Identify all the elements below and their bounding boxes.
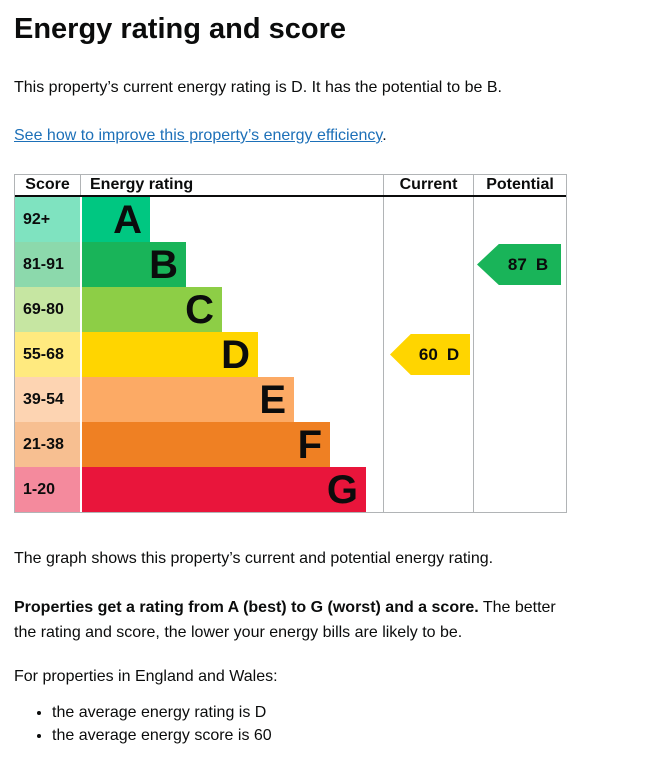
chart-caption: The graph shows this property’s current …: [14, 550, 494, 567]
current-score: 60: [418, 344, 438, 364]
band-letter-c: C: [185, 287, 214, 332]
chart-header-current: Current: [383, 175, 473, 195]
band-bar-f: F: [82, 422, 330, 467]
potential-score: 87: [507, 254, 527, 274]
regions-lead: For properties in England and Wales:: [14, 668, 278, 685]
band-score-range-e: 39-54: [15, 377, 80, 422]
current-column-divider: [383, 197, 384, 512]
band-row-e: 39-54 E: [15, 377, 566, 422]
current-letter: D: [446, 344, 460, 364]
improve-efficiency-link[interactable]: See how to improve this property’s energ…: [14, 127, 383, 144]
averages-list: the average energy rating is D the avera…: [14, 701, 648, 747]
rating-explanation-bold: Properties get a rating from A (best) to…: [14, 599, 479, 616]
intro-text: This property’s current energy rating is…: [14, 79, 502, 96]
epc-chart: Score Energy rating Current Potential 92…: [14, 174, 567, 513]
link-line: See how to improve this property’s energ…: [14, 126, 648, 146]
band-letter-f: F: [297, 422, 322, 467]
link-suffix: .: [382, 127, 387, 144]
page-title: Energy rating and score: [14, 13, 346, 45]
band-bar-a: A: [82, 197, 150, 242]
potential-column-divider: [473, 197, 474, 512]
band-row-a: 92+ A: [15, 197, 566, 242]
band-letter-d: D: [221, 332, 250, 377]
band-row-f: 21-38 F: [15, 422, 566, 467]
average-rating-item: the average energy rating is D: [52, 701, 648, 724]
rating-explanation-rest: The better the rating and score, the low…: [14, 599, 556, 641]
band-row-b: 81-91 B: [15, 242, 566, 287]
band-score-range-b: 81-91: [15, 242, 80, 287]
band-letter-b: B: [149, 242, 178, 287]
average-score-item: the average energy score is 60: [52, 724, 648, 747]
band-score-range-c: 69-80: [15, 287, 80, 332]
band-bar-g: G: [82, 467, 366, 512]
epc-chart-body: 92+ A 81-91 B 69-80 C 55-68 D 39-54 E 21…: [15, 197, 566, 512]
epc-chart-header: Score Energy rating Current Potential: [15, 175, 566, 197]
band-bar-d: D: [82, 332, 258, 377]
band-letter-g: G: [326, 467, 358, 512]
band-row-d: 55-68 D: [15, 332, 566, 377]
band-row-c: 69-80 C: [15, 287, 566, 332]
band-letter-a: A: [113, 197, 142, 242]
page-content: Energy rating and score This property’s …: [0, 13, 662, 747]
chart-header-energy-rating: Energy rating: [80, 175, 383, 195]
band-bar-c: C: [82, 287, 222, 332]
band-bar-b: B: [82, 242, 186, 287]
band-score-range-d: 55-68: [15, 332, 80, 377]
band-bar-e: E: [82, 377, 294, 422]
band-row-g: 1-20 G: [15, 467, 566, 512]
chart-header-score: Score: [25, 176, 70, 193]
chart-header-potential: Potential: [473, 175, 566, 195]
rating-explanation: Properties get a rating from A (best) to…: [14, 595, 579, 645]
potential-letter: B: [535, 254, 549, 274]
band-score-range-f: 21-38: [15, 422, 80, 467]
band-score-range-a: 92+: [15, 197, 80, 242]
band-letter-e: E: [259, 377, 286, 422]
band-score-range-g: 1-20: [15, 467, 80, 512]
